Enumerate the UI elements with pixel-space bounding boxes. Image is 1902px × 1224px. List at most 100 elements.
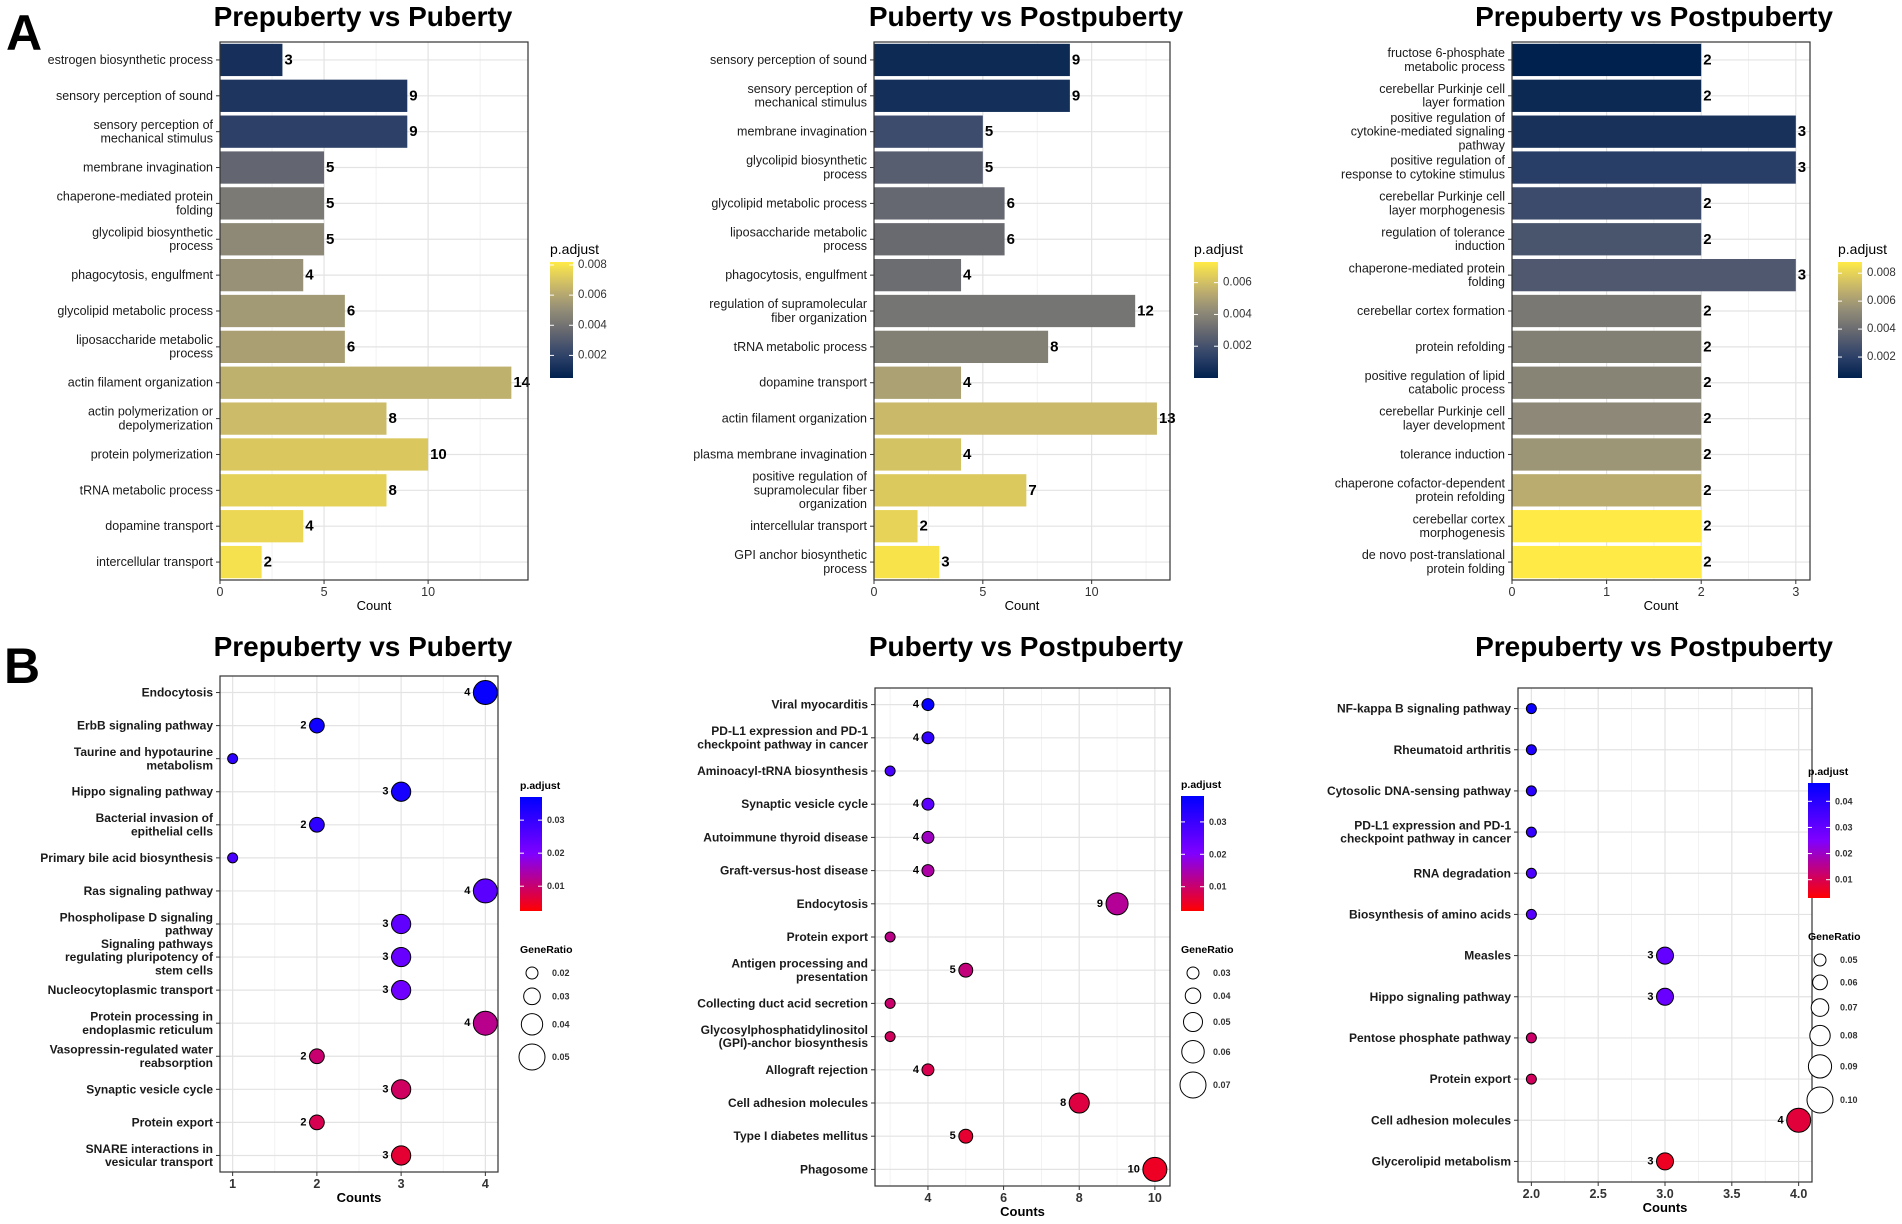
point-graft-versus-host-disease	[921, 864, 935, 878]
chart-b3: Prepuberty vs Postpuberty 3 3 4 3 NF-kappa B …	[1327, 631, 1861, 1215]
point-value-label: 10	[1128, 1163, 1140, 1175]
bar-value-label: 5	[985, 123, 993, 140]
marks: 2 2 3 3 2 2 3 2 2 2 2 2 2 2 2	[1512, 43, 1806, 579]
size-legend-circle	[520, 1013, 544, 1036]
y-tick-label: Taurine and hypotaurine metabolism	[74, 745, 213, 772]
y-tick-label: actin filament organization	[68, 376, 213, 390]
grid	[220, 676, 498, 1172]
size-legend-label: 0.02	[552, 968, 570, 978]
bar-glycolipid-biosynthetic-process	[220, 223, 325, 256]
point-value-label: 2	[300, 1116, 306, 1128]
y-tick-label: positive regulation of cytokine-mediated …	[1351, 111, 1506, 153]
size-legend: GeneRatio 0.05 0.06 0.07 0.08 0.09 0.10	[1806, 931, 1861, 1114]
x-axis: 0 5 10 Count	[871, 580, 1099, 613]
color-legend-label: 0.004	[1223, 308, 1252, 320]
y-tick-label: positive regulation of supramolecular fib…	[752, 470, 867, 512]
y-tick-label: regulation of supramolecular fiber organi…	[709, 297, 867, 325]
bar-value-label: 5	[326, 159, 334, 176]
size-legend-title: GeneRatio	[1181, 944, 1234, 956]
point-hippo-signaling-pathway	[391, 781, 412, 802]
y-tick-label: membrane invagination	[737, 125, 867, 139]
point-hippo-signaling-pathway	[1656, 987, 1674, 1006]
point-value-label: 4	[464, 687, 471, 699]
bar-dopamine-transport	[220, 510, 304, 543]
point-value-label: 4	[913, 798, 920, 810]
y-tick-label: sensory perception of sound	[56, 89, 213, 103]
bar-intercellular-transport	[220, 545, 262, 579]
x-tick-label: 3.5	[1723, 1187, 1740, 1201]
y-tick-label: Endocytosis	[142, 686, 214, 700]
size-legend-title: GeneRatio	[1808, 931, 1861, 943]
point-erbb-signaling-pathway	[308, 717, 325, 734]
point-protein-export	[308, 1114, 325, 1131]
color-legend-label: 0.008	[578, 259, 607, 271]
y-axis: fructose 6-phosphate metabolic process cer…	[1335, 46, 1512, 576]
point-value-label: 3	[382, 951, 388, 963]
y-tick-label: cerebellar Purkinje cell layer morphogene…	[1379, 190, 1505, 218]
y-tick-label: SNARE interactions in vesicular transport	[86, 1142, 213, 1169]
y-axis: sensory perception of sound sensory perce…	[693, 53, 874, 576]
y-tick-label: dopamine transport	[105, 519, 213, 533]
y-tick-label: Protein export	[1430, 1072, 1511, 1086]
y-axis: Viral myocarditis PD-L1 expression and PD…	[697, 698, 875, 1176]
point-protein-export	[1525, 1073, 1537, 1085]
x-axis-label: Count	[1644, 598, 1679, 613]
point-endocytosis	[1105, 892, 1129, 916]
bar-phagocytosis-engulfment	[220, 258, 304, 292]
y-tick-label: glycolipid metabolic process	[711, 196, 867, 210]
point-pd-l1-expression-and-pd-1-checkpoint-pathway-in-cancer	[1525, 826, 1537, 838]
marks: 4 4 4 4 4 9 5 4 8 5 10	[884, 698, 1168, 1182]
size-legend-label: 0.04	[552, 1019, 570, 1029]
point-value-label: 9	[1097, 898, 1103, 910]
size-legend-circle	[1179, 1071, 1207, 1099]
x-tick-label: 10	[1148, 1191, 1162, 1205]
point-type-i-diabetes-mellitus	[958, 1128, 974, 1144]
bar-liposaccharide-metabolic-process	[874, 223, 1005, 256]
color-legend-label: 0.006	[578, 289, 607, 301]
bar-cerebellar-cortex-formation	[1512, 294, 1702, 328]
x-tick-label: 1	[229, 1177, 236, 1191]
bar-value-label: 9	[1072, 51, 1080, 68]
y-tick-label: de novo post-translational protein foldin…	[1362, 548, 1505, 576]
point-glycosylphosphatidylinositol-gpi-anchor-biosynthesis	[884, 1031, 896, 1043]
bar-glycolipid-biosynthetic-process	[874, 151, 983, 184]
y-tick-label: Synaptic vesicle cycle	[86, 1082, 213, 1096]
x-tick-label: 6	[1000, 1191, 1007, 1205]
y-tick-label: Pentose phosphate pathway	[1349, 1031, 1511, 1045]
bar-fructose-6-phosphate-metabolic-process	[1512, 43, 1702, 77]
color-legend-label: 0.02	[1209, 849, 1227, 859]
bar-value-label: 6	[1007, 195, 1015, 212]
y-tick-label: positive regulation of response to cytoki…	[1341, 154, 1505, 182]
color-legend-label: 0.02	[547, 848, 565, 858]
y-axis: estrogen biosynthetic process sensory per…	[48, 53, 220, 569]
y-tick-label: protein refolding	[1415, 340, 1505, 354]
bar-value-label: 9	[409, 87, 417, 104]
point-snare-interactions-in-vesicular-transport	[391, 1145, 412, 1166]
point-value-label: 8	[1060, 1097, 1066, 1109]
y-tick-label: Rheumatoid arthritis	[1394, 743, 1512, 757]
point-protein-processing-in-endoplasmic-reticulum	[472, 1010, 498, 1036]
bar-cerebellar-cortex-morphogenesis	[1512, 510, 1702, 543]
color-legend: p.adjust 0.008 0.006 0.004 0.002	[550, 241, 607, 378]
bar-trna-metabolic-process	[874, 330, 1049, 364]
bar-actin-polymerization-or-depolymerization	[220, 402, 387, 435]
point-value-label: 4	[913, 732, 920, 744]
point-protein-export	[884, 931, 896, 943]
y-tick-label: Cell adhesion molecules	[1371, 1113, 1511, 1127]
point-value-label: 4	[464, 885, 471, 897]
chart-title: Prepuberty vs Postpuberty	[1475, 1, 1833, 32]
y-tick-label: glycolipid metabolic process	[57, 304, 213, 318]
y-tick-label: cerebellar cortex formation	[1357, 304, 1505, 318]
color-legend-title: p.adjust	[520, 780, 561, 792]
x-tick-label: 3	[1792, 585, 1799, 599]
x-axis-label: Count	[357, 598, 392, 613]
bar-value-label: 4	[963, 374, 972, 391]
point-cell-adhesion-molecules	[1068, 1092, 1090, 1114]
y-tick-label: Aminoacyl-tRNA biosynthesis	[697, 764, 868, 778]
marks: 4 2 3 2 4 3 3 3 4 2 3 2 3	[227, 680, 498, 1166]
color-legend-label: 0.004	[578, 319, 607, 331]
size-legend-circle	[1807, 1054, 1833, 1079]
size-legend-circle	[1183, 1012, 1203, 1032]
color-legend-label: 0.002	[1223, 340, 1252, 352]
